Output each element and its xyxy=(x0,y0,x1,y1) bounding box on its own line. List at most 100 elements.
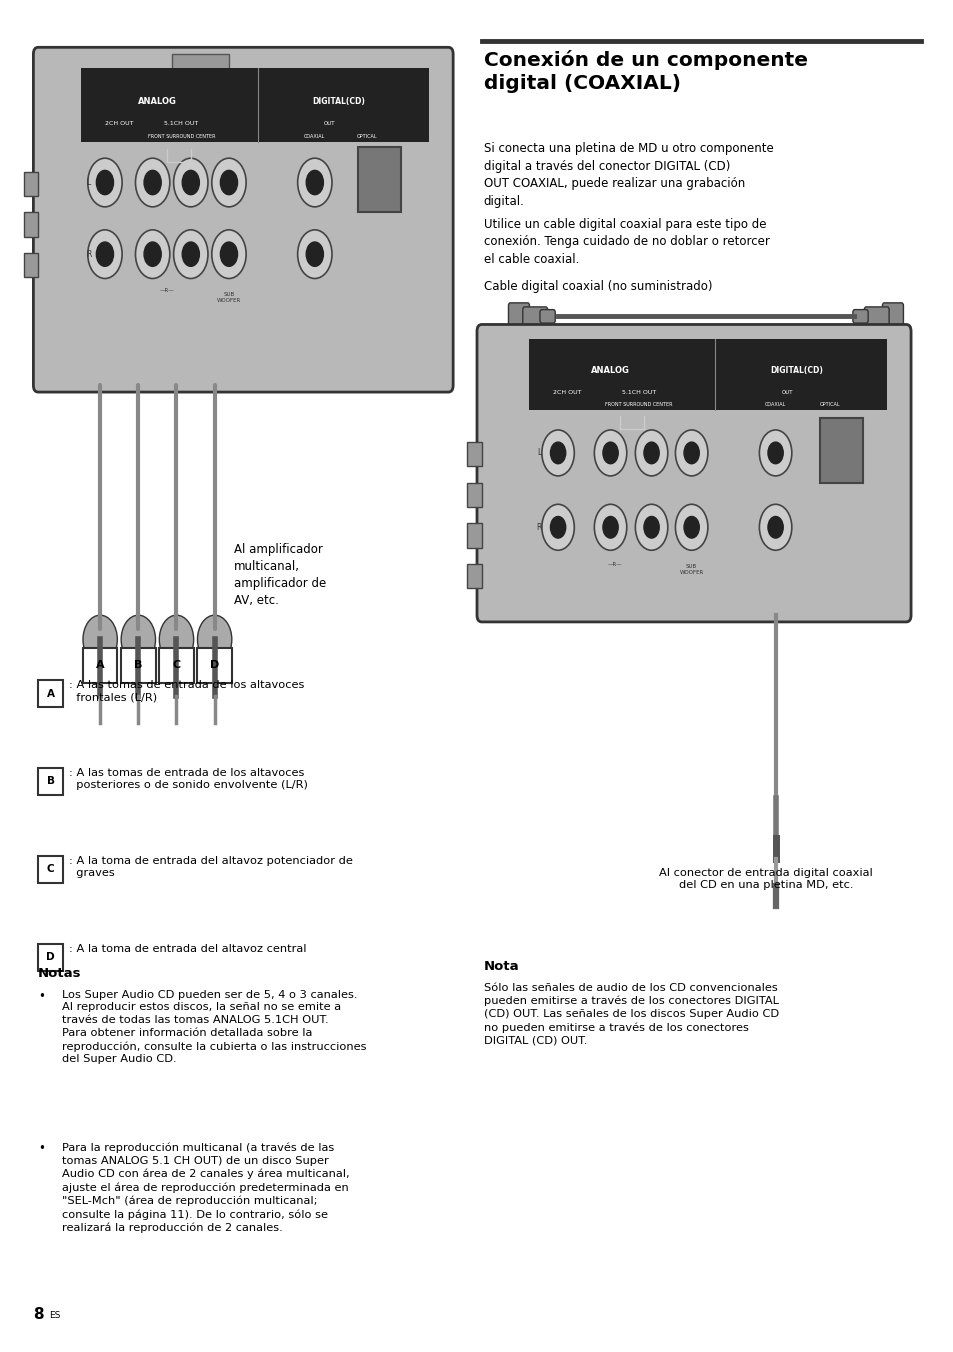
Bar xyxy=(529,339,886,410)
Circle shape xyxy=(550,442,565,464)
Circle shape xyxy=(767,516,782,538)
Text: B: B xyxy=(134,660,142,671)
Circle shape xyxy=(635,504,667,550)
Text: 2CH OUT: 2CH OUT xyxy=(105,120,133,126)
Circle shape xyxy=(643,442,659,464)
Text: •: • xyxy=(38,990,45,1003)
Text: ANALOG: ANALOG xyxy=(138,96,176,105)
FancyBboxPatch shape xyxy=(476,324,910,622)
Circle shape xyxy=(182,242,199,266)
Bar xyxy=(38,944,63,971)
Text: 8: 8 xyxy=(33,1307,44,1322)
Text: OPTICAL: OPTICAL xyxy=(356,134,377,138)
Text: ES: ES xyxy=(50,1310,61,1320)
Bar xyxy=(197,648,232,683)
Circle shape xyxy=(88,230,122,279)
Circle shape xyxy=(550,516,565,538)
Bar xyxy=(467,442,481,466)
Bar xyxy=(467,564,481,588)
Circle shape xyxy=(88,158,122,207)
Circle shape xyxy=(220,242,237,266)
Bar xyxy=(159,648,193,683)
Circle shape xyxy=(683,442,699,464)
Circle shape xyxy=(297,158,332,207)
Circle shape xyxy=(306,170,323,195)
Circle shape xyxy=(602,442,618,464)
Text: FRONT SURROUND CENTER: FRONT SURROUND CENTER xyxy=(148,134,214,138)
Circle shape xyxy=(643,516,659,538)
Text: A: A xyxy=(95,660,105,671)
Text: : A las tomas de entrada de los altavoces
  posteriores o de sonido envolvente (: : A las tomas de entrada de los altavoce… xyxy=(69,768,307,791)
Bar xyxy=(24,253,38,277)
Circle shape xyxy=(197,615,232,664)
Text: OUT: OUT xyxy=(323,120,335,126)
Bar xyxy=(38,768,63,795)
Circle shape xyxy=(675,504,707,550)
Bar xyxy=(38,680,63,707)
Text: conexión. Tenga cuidado de no doblar o retorcer: conexión. Tenga cuidado de no doblar o r… xyxy=(483,235,769,249)
Text: DIGITAL(CD): DIGITAL(CD) xyxy=(769,366,822,376)
Circle shape xyxy=(173,158,208,207)
Circle shape xyxy=(173,230,208,279)
Text: COAXIAL: COAXIAL xyxy=(764,402,785,407)
Bar xyxy=(81,68,429,142)
Text: C: C xyxy=(47,864,54,875)
Circle shape xyxy=(594,430,626,476)
Text: Cable digital coaxial (no suministrado): Cable digital coaxial (no suministrado) xyxy=(483,280,712,293)
Text: A: A xyxy=(47,688,54,699)
Circle shape xyxy=(144,170,161,195)
Text: : A la toma de entrada del altavoz potenciador de
  graves: : A la toma de entrada del altavoz poten… xyxy=(69,856,353,879)
Text: R: R xyxy=(86,250,91,258)
Circle shape xyxy=(759,430,791,476)
Circle shape xyxy=(144,242,161,266)
Text: : A la toma de entrada del altavoz central: : A la toma de entrada del altavoz centr… xyxy=(69,944,306,953)
Text: Al conector de entrada digital coaxial
del CD en una pletina MD, etc.: Al conector de entrada digital coaxial d… xyxy=(659,868,872,891)
FancyBboxPatch shape xyxy=(172,54,229,84)
Bar xyxy=(38,856,63,883)
Text: Si conecta una pletina de MD u otro componente: Si conecta una pletina de MD u otro comp… xyxy=(483,142,773,155)
FancyBboxPatch shape xyxy=(508,303,529,330)
Circle shape xyxy=(212,158,246,207)
Circle shape xyxy=(135,230,170,279)
FancyBboxPatch shape xyxy=(522,307,547,326)
Circle shape xyxy=(220,170,237,195)
Circle shape xyxy=(594,504,626,550)
FancyBboxPatch shape xyxy=(863,307,888,326)
Bar xyxy=(83,648,117,683)
Circle shape xyxy=(96,170,113,195)
Text: 5.1CH OUT: 5.1CH OUT xyxy=(164,120,198,126)
Text: R: R xyxy=(536,523,541,531)
Text: FRONT SURROUND CENTER: FRONT SURROUND CENTER xyxy=(605,402,672,407)
Circle shape xyxy=(767,442,782,464)
Text: Notas: Notas xyxy=(38,967,82,980)
Text: D: D xyxy=(210,660,219,671)
Text: OUT COAXIAL, puede realizar una grabación: OUT COAXIAL, puede realizar una grabació… xyxy=(483,177,744,191)
Circle shape xyxy=(83,615,117,664)
FancyBboxPatch shape xyxy=(852,310,867,323)
Circle shape xyxy=(602,516,618,538)
Text: D: D xyxy=(46,952,55,963)
Circle shape xyxy=(121,615,155,664)
Text: 5.1CH OUT: 5.1CH OUT xyxy=(621,389,656,395)
Text: L: L xyxy=(87,178,91,187)
Circle shape xyxy=(306,242,323,266)
Text: COAXIAL: COAXIAL xyxy=(304,134,325,138)
Text: —R—: —R— xyxy=(159,288,174,293)
Text: Al amplificador
multicanal,
amplificador de
AV, etc.: Al amplificador multicanal, amplificador… xyxy=(233,542,326,607)
FancyBboxPatch shape xyxy=(882,303,902,330)
Text: Sólo las señales de audio de los CD convencionales
pueden emitirse a través de l: Sólo las señales de audio de los CD conv… xyxy=(483,983,778,1045)
Text: DIGITAL(CD): DIGITAL(CD) xyxy=(312,96,365,105)
Circle shape xyxy=(635,430,667,476)
Text: Conexión de un componente
digital (COAXIAL): Conexión de un componente digital (COAXI… xyxy=(483,50,807,93)
Text: digital a través del conector DIGITAL (CD): digital a través del conector DIGITAL (C… xyxy=(483,160,729,173)
Text: SUB
WOOFER: SUB WOOFER xyxy=(216,292,241,303)
Bar xyxy=(467,483,481,507)
Text: B: B xyxy=(47,776,54,787)
Bar xyxy=(24,212,38,237)
Circle shape xyxy=(182,170,199,195)
Text: L: L xyxy=(537,449,540,457)
Text: OPTICAL: OPTICAL xyxy=(819,402,840,407)
Circle shape xyxy=(541,504,574,550)
Circle shape xyxy=(675,430,707,476)
Circle shape xyxy=(135,158,170,207)
